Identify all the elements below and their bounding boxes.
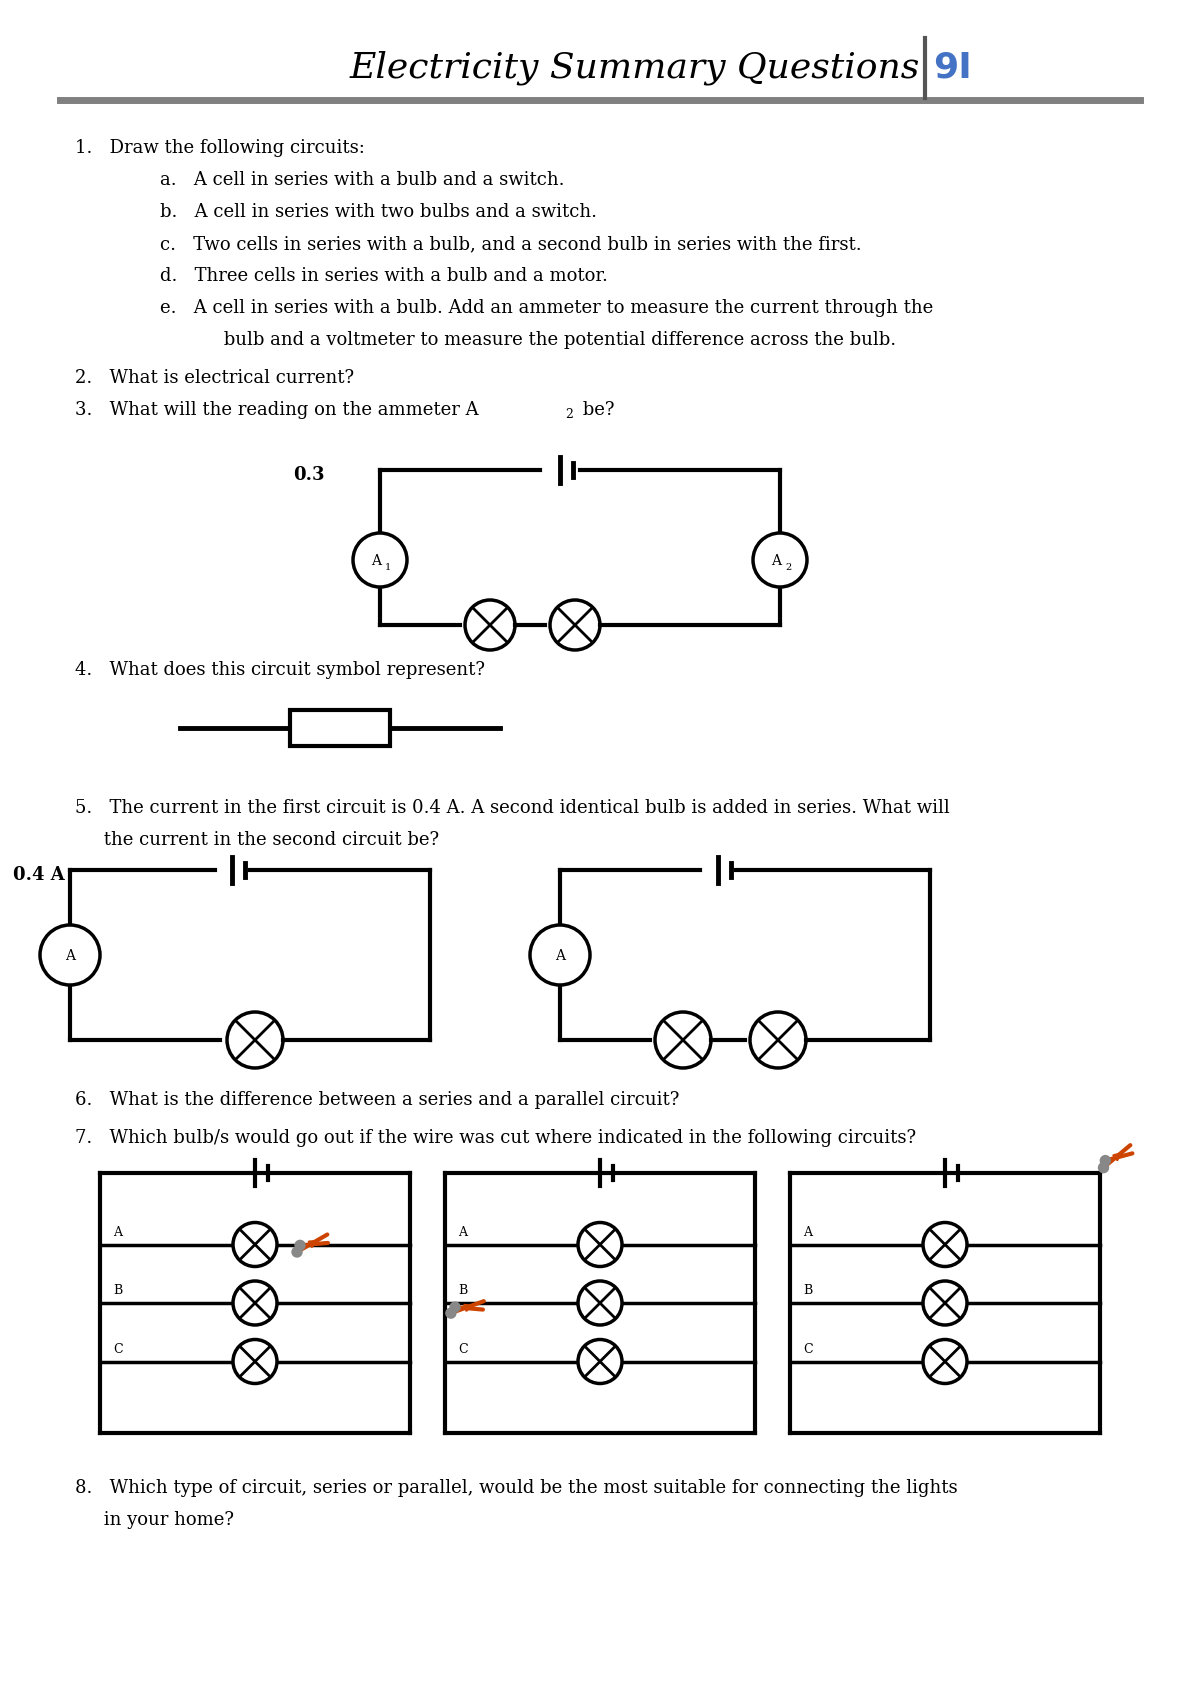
Text: A: A bbox=[65, 949, 74, 962]
Text: 0.3: 0.3 bbox=[294, 467, 325, 484]
Text: B: B bbox=[803, 1285, 812, 1298]
Text: A: A bbox=[371, 553, 382, 568]
Ellipse shape bbox=[40, 925, 100, 984]
Circle shape bbox=[292, 1247, 302, 1257]
Text: 2: 2 bbox=[785, 563, 791, 572]
Text: 3.   What will the reading on the ammeter A: 3. What will the reading on the ammeter … bbox=[74, 400, 479, 419]
Ellipse shape bbox=[754, 533, 808, 587]
Text: 0.4 A: 0.4 A bbox=[13, 865, 65, 884]
Text: the current in the second circuit be?: the current in the second circuit be? bbox=[74, 832, 439, 848]
Text: 2.   What is electrical current?: 2. What is electrical current? bbox=[74, 368, 354, 387]
Text: B: B bbox=[113, 1285, 122, 1298]
Text: 6.   What is the difference between a series and a parallel circuit?: 6. What is the difference between a seri… bbox=[74, 1091, 679, 1110]
Circle shape bbox=[446, 1308, 456, 1319]
Text: C: C bbox=[803, 1342, 812, 1356]
Text: 5.   The current in the first circuit is 0.4 A. A second identical bulb is added: 5. The current in the first circuit is 0… bbox=[74, 799, 949, 816]
Text: 4.   What does this circuit symbol represent?: 4. What does this circuit symbol represe… bbox=[74, 662, 485, 679]
Text: 7.   Which bulb/s would go out if the wire was cut where indicated in the follow: 7. Which bulb/s would go out if the wire… bbox=[74, 1129, 916, 1147]
Text: e.   A cell in series with a bulb. Add an ammeter to measure the current through: e. A cell in series with a bulb. Add an … bbox=[160, 299, 934, 317]
Text: A: A bbox=[114, 1225, 122, 1239]
Circle shape bbox=[1100, 1156, 1110, 1166]
Text: A: A bbox=[804, 1225, 812, 1239]
Text: 2: 2 bbox=[565, 407, 572, 421]
Text: d.   Three cells in series with a bulb and a motor.: d. Three cells in series with a bulb and… bbox=[160, 266, 608, 285]
Text: be?: be? bbox=[577, 400, 614, 419]
Circle shape bbox=[450, 1302, 460, 1312]
Ellipse shape bbox=[530, 925, 590, 984]
Bar bbox=[290, 709, 390, 747]
Text: A: A bbox=[554, 949, 565, 962]
Text: b.   A cell in series with two bulbs and a switch.: b. A cell in series with two bulbs and a… bbox=[160, 204, 598, 221]
Ellipse shape bbox=[353, 533, 407, 587]
Text: C: C bbox=[113, 1342, 122, 1356]
Text: 1: 1 bbox=[385, 563, 391, 572]
Text: B: B bbox=[458, 1285, 468, 1298]
Text: a.   A cell in series with a bulb and a switch.: a. A cell in series with a bulb and a sw… bbox=[160, 171, 564, 188]
Text: Electricity Summary Questions: Electricity Summary Questions bbox=[349, 51, 920, 85]
Circle shape bbox=[1098, 1162, 1109, 1173]
Text: 1.   Draw the following circuits:: 1. Draw the following circuits: bbox=[74, 139, 365, 158]
Text: bulb and a voltmeter to measure the potential difference across the bulb.: bulb and a voltmeter to measure the pote… bbox=[194, 331, 896, 350]
Text: A: A bbox=[458, 1225, 468, 1239]
Text: 8.   Which type of circuit, series or parallel, would be the most suitable for c: 8. Which type of circuit, series or para… bbox=[74, 1480, 958, 1497]
Text: in your home?: in your home? bbox=[74, 1510, 234, 1529]
Circle shape bbox=[295, 1241, 305, 1251]
Text: C: C bbox=[458, 1342, 468, 1356]
Text: c.   Two cells in series with a bulb, and a second bulb in series with the first: c. Two cells in series with a bulb, and … bbox=[160, 234, 862, 253]
Text: A: A bbox=[772, 553, 781, 568]
Text: 9I: 9I bbox=[934, 51, 972, 85]
